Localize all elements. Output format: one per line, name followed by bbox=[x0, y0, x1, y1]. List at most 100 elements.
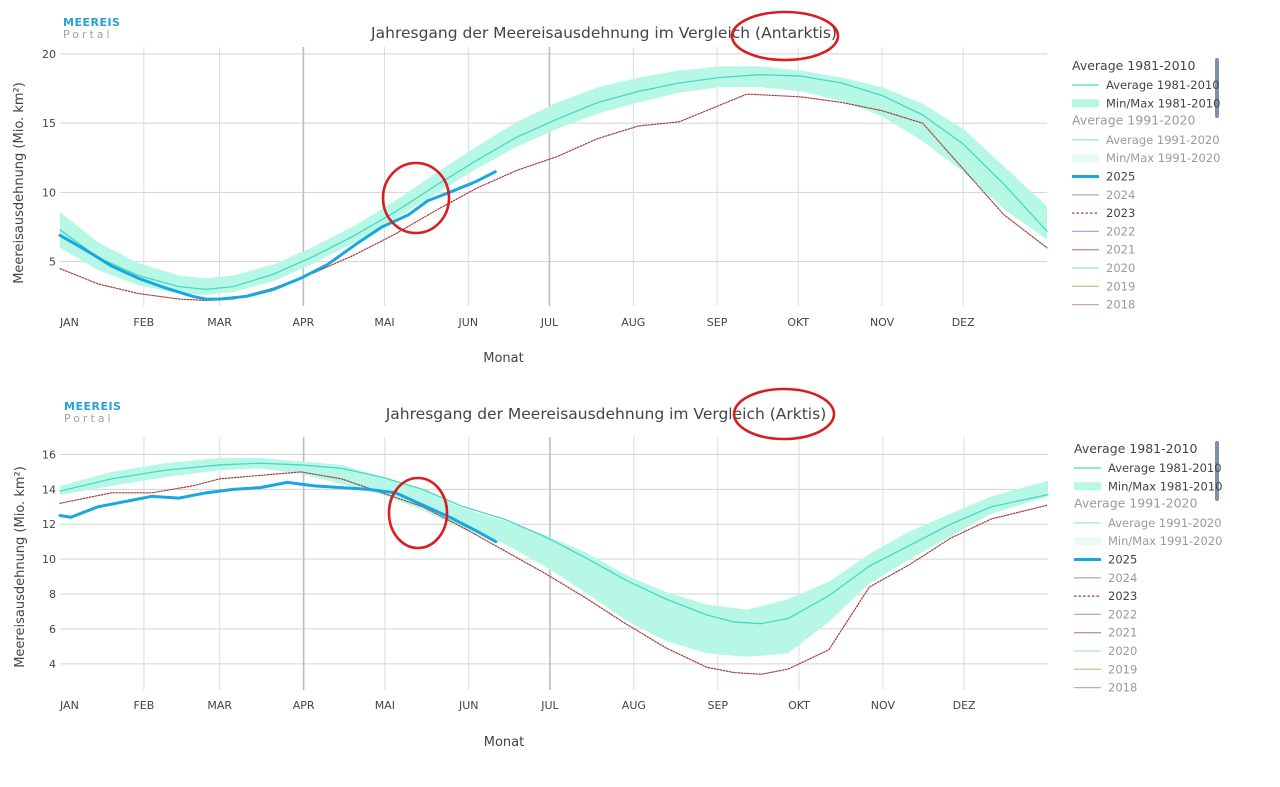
legend-item-label: 2020 bbox=[1108, 644, 1137, 658]
x-tick-label: MAI bbox=[375, 699, 395, 712]
legend: Average 1981-2010 Average 1981-2010 Min/Ma… bbox=[1074, 441, 1222, 695]
legend-item-mm8110[interactable]: Min/Max 1981-2010 bbox=[1074, 479, 1222, 493]
series-line-2025 bbox=[58, 170, 497, 301]
y-tick-label: 15 bbox=[42, 117, 56, 130]
series-band-minmax-1981-2010 bbox=[60, 66, 1047, 295]
legend-swatch-band bbox=[1072, 154, 1099, 163]
x-tick-label: JUL bbox=[540, 699, 559, 712]
x-tick-label: JUN bbox=[458, 316, 479, 329]
legend-item-y2022[interactable]: 2022 bbox=[1074, 607, 1137, 621]
x-tick-label: DEZ bbox=[953, 699, 976, 712]
legend-item-avg9120[interactable]: Average 1991-2020 bbox=[1072, 133, 1220, 147]
legend-item-y2024[interactable]: 2024 bbox=[1074, 571, 1137, 585]
legend-item-y2023[interactable]: 2023 bbox=[1074, 589, 1137, 603]
x-tick-label: FEB bbox=[133, 316, 154, 329]
x-tick-label: SEP bbox=[707, 699, 728, 712]
y-tick-label: 4 bbox=[49, 658, 56, 671]
legend-item-avg8110[interactable]: Average 1981-2010 bbox=[1074, 461, 1222, 475]
legend-item-y2018[interactable]: 2018 bbox=[1074, 681, 1137, 695]
legend-item-label: Average 1991-2020 bbox=[1108, 516, 1222, 530]
legend-item-label: Average 1981-2010 bbox=[1108, 461, 1222, 475]
legend-item-label: 2021 bbox=[1106, 243, 1135, 257]
legend-item-y2025[interactable]: 2025 bbox=[1072, 170, 1135, 184]
legend-item-y2020[interactable]: 2020 bbox=[1074, 644, 1137, 658]
legend-item-avg9120[interactable]: Average 1991-2020 bbox=[1074, 516, 1222, 530]
annotation-circle bbox=[730, 10, 840, 62]
legend-item-y2020[interactable]: 2020 bbox=[1072, 261, 1135, 275]
series-band-minmax-1981-2010 bbox=[60, 457, 1048, 657]
x-tick-label: SEP bbox=[707, 316, 728, 329]
logo-line2: Portal bbox=[63, 28, 113, 41]
chart-title: Jahresgang der Meereisausdehnung im Verg… bbox=[370, 24, 837, 42]
legend-group-1991-2020[interactable]: Average 1991-2020 bbox=[1074, 496, 1197, 511]
legend-item-y2021[interactable]: 2021 bbox=[1074, 626, 1137, 640]
chart-title: Jahresgang der Meereisausdehnung im Verg… bbox=[385, 405, 827, 423]
legend-item-label: Min/Max 1991-2020 bbox=[1106, 151, 1220, 165]
legend-swatch-band bbox=[1072, 99, 1099, 108]
legend-item-label: Min/Max 1981-2010 bbox=[1106, 96, 1220, 110]
y-tick-label: 12 bbox=[42, 518, 56, 531]
logo-line2: Portal bbox=[64, 412, 114, 425]
legend-scrollbar[interactable] bbox=[1215, 441, 1219, 501]
x-tick-label: OKT bbox=[787, 316, 809, 329]
series-line-average-1981-2010 bbox=[59, 462, 1049, 625]
series-line-2023 bbox=[59, 471, 1049, 675]
y-axis-title: Meereisausdehnung (Mio. km²) bbox=[12, 82, 27, 284]
legend-item-label: 2021 bbox=[1108, 626, 1137, 640]
legend: Average 1981-2010 Average 1981-2010 Min/Ma… bbox=[1072, 58, 1220, 312]
legend-item-y2022[interactable]: 2022 bbox=[1072, 224, 1135, 238]
legend-item-label: Average 1981-2010 bbox=[1106, 78, 1220, 92]
x-tick-label: MAR bbox=[207, 316, 232, 329]
legend-item-mm8110[interactable]: Min/Max 1981-2010 bbox=[1072, 96, 1220, 110]
legend-item-mm9120[interactable]: Min/Max 1991-2020 bbox=[1074, 534, 1222, 548]
legend-item-y2019[interactable]: 2019 bbox=[1074, 662, 1137, 676]
legend-item-avg8110[interactable]: Average 1981-2010 bbox=[1072, 78, 1220, 92]
legend-item-y2018[interactable]: 2018 bbox=[1072, 298, 1135, 312]
x-tick-label: AUG bbox=[622, 699, 646, 712]
legend-item-y2025[interactable]: 2025 bbox=[1074, 553, 1137, 567]
legend-item-y2019[interactable]: 2019 bbox=[1072, 279, 1135, 293]
legend-swatch-band bbox=[1074, 537, 1101, 546]
legend-item-label: 2018 bbox=[1106, 298, 1135, 312]
legend-item-mm9120[interactable]: Min/Max 1991-2020 bbox=[1072, 151, 1220, 165]
legend-item-label: 2024 bbox=[1108, 571, 1137, 585]
y-tick-label: 20 bbox=[42, 48, 56, 61]
x-tick-label: NOV bbox=[871, 699, 896, 712]
x-tick-label: JAN bbox=[59, 699, 79, 712]
y-tick-label: 16 bbox=[42, 448, 56, 461]
legend-item-label: 2019 bbox=[1108, 662, 1137, 676]
legend-group-1981-2010[interactable]: Average 1981-2010 bbox=[1074, 441, 1197, 456]
annotation-circle bbox=[381, 161, 451, 235]
legend-item-label: 2025 bbox=[1106, 170, 1135, 184]
legend-item-label: 2018 bbox=[1108, 681, 1137, 695]
series-line-average-1981-2010 bbox=[59, 74, 1048, 291]
y-axis-title: Meereisausdehnung (Mio. km²) bbox=[13, 466, 28, 668]
legend-item-label: 2022 bbox=[1106, 224, 1135, 238]
legend-scrollbar[interactable] bbox=[1215, 58, 1219, 118]
x-tick-label: FEB bbox=[133, 699, 154, 712]
legend-item-label: Min/Max 1991-2020 bbox=[1108, 534, 1222, 548]
logo-line1: MEEREIS bbox=[64, 400, 121, 413]
legend-item-label: Average 1991-2020 bbox=[1106, 133, 1220, 147]
y-tick-label: 10 bbox=[42, 553, 56, 566]
x-tick-label: AUG bbox=[621, 316, 645, 329]
x-tick-label: APR bbox=[293, 699, 315, 712]
legend-item-y2021[interactable]: 2021 bbox=[1072, 243, 1135, 257]
x-tick-label: APR bbox=[292, 316, 314, 329]
legend-item-label: 2022 bbox=[1108, 607, 1137, 621]
y-tick-label: 14 bbox=[42, 483, 56, 496]
legend-item-label: 2023 bbox=[1106, 206, 1135, 220]
legend-group-1981-2010[interactable]: Average 1981-2010 bbox=[1072, 58, 1195, 73]
series-line-2025 bbox=[58, 480, 498, 544]
legend-item-label: 2019 bbox=[1106, 279, 1135, 293]
legend-swatch-band bbox=[1074, 482, 1101, 491]
legend-item-y2023[interactable]: 2023 bbox=[1072, 206, 1135, 220]
legend-group-1991-2020[interactable]: Average 1991-2020 bbox=[1072, 113, 1195, 128]
legend-item-y2024[interactable]: 2024 bbox=[1072, 188, 1135, 202]
